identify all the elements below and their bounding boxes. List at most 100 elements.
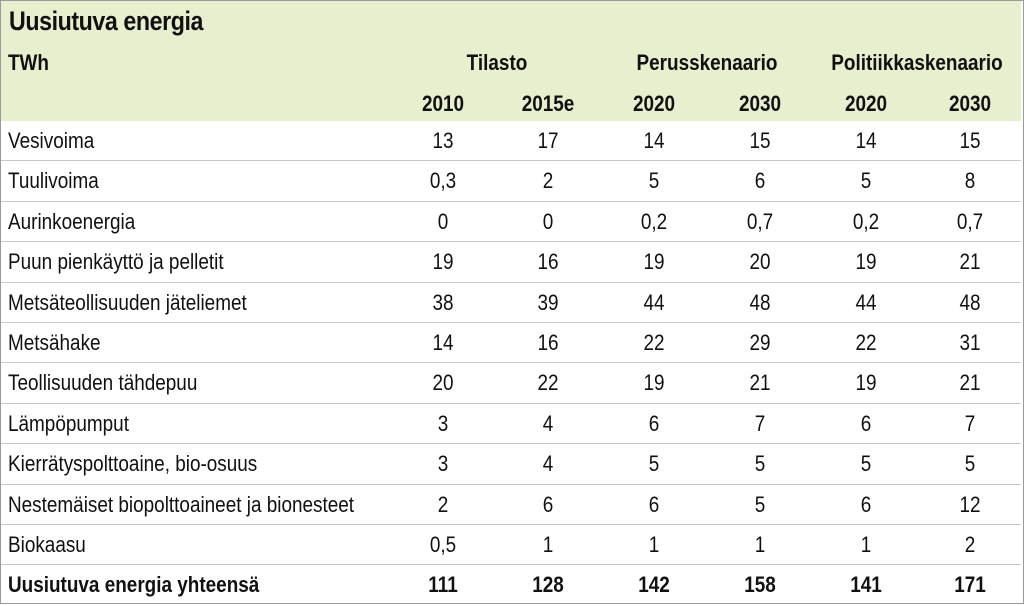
row-label: Biokaasu — [8, 531, 86, 557]
table-cell: 3 — [437, 410, 449, 436]
year-header: 2020 — [632, 91, 676, 116]
row-label: Lämpöpumput — [8, 410, 129, 436]
header-band — [1, 41, 1021, 121]
table-cell: 1 — [754, 531, 766, 557]
table-cell: 1 — [648, 531, 660, 557]
table-cell: 6 — [860, 410, 872, 436]
year-header: 2010 — [421, 91, 465, 116]
row-label: Puun pienkäyttö ja pelletit — [8, 249, 224, 275]
table-cell: 5 — [648, 451, 660, 477]
table-cell: 1 — [860, 531, 872, 557]
table-cell: 6 — [542, 491, 554, 517]
table-cell: 0 — [542, 208, 554, 234]
table-cell: 22 — [537, 370, 559, 396]
table-cell: 22 — [643, 329, 665, 355]
row-label: Aurinkoenergia — [8, 208, 136, 234]
table-cell: 2 — [542, 168, 554, 194]
total-row: Uusiutuva energia yhteensä 111 128 142 158 14… — [1, 565, 1021, 605]
table-cell: 0 — [437, 208, 449, 234]
table-cell: 14 — [855, 128, 877, 153]
row-label: Metsähake — [8, 329, 101, 355]
table-row: Metsäteollisuuden jäteliemet 38 39 44 48 44 48 — [1, 283, 1021, 323]
row-label: Metsäteollisuuden jäteliemet — [8, 289, 247, 315]
table-cell: 13 — [432, 128, 454, 153]
table-cell: 0,3 — [429, 168, 457, 194]
table-cell: 6 — [860, 491, 872, 517]
table-cell: 5 — [754, 491, 766, 517]
table-cell: 19 — [643, 370, 665, 396]
title-bar: Uusiutuva energia — [1, 1, 1021, 41]
table-title: Uusiutuva energia — [9, 6, 203, 36]
table-cell: 0,2 — [640, 208, 668, 234]
total-value: 171 — [954, 572, 986, 598]
table-cell: 31 — [959, 329, 981, 355]
table-cell: 44 — [643, 289, 665, 315]
total-value: 128 — [532, 572, 564, 598]
year-header: 2015e — [521, 91, 575, 116]
table-cell: 16 — [537, 329, 559, 355]
table-cell: 44 — [855, 289, 877, 315]
table-row: Kierrätyspolttoaine, bio-osuus 3 4 5 5 5 5 — [1, 444, 1021, 485]
table-cell: 19 — [643, 249, 665, 275]
table-cell: 21 — [749, 370, 771, 396]
table-row: Biokaasu 0,5 1 1 1 1 2 — [1, 525, 1021, 566]
row-label: Nestemäiset biopolttoaineet ja bionestee… — [8, 491, 355, 517]
year-header: 2030 — [948, 91, 992, 116]
table-cell: 8 — [964, 168, 976, 194]
table-cell: 38 — [432, 289, 454, 315]
table-cell: 12 — [959, 491, 981, 517]
table-cell: 7 — [964, 410, 976, 436]
table-row: Aurinkoenergia 0 0 0,2 0,7 0,2 0,7 — [1, 202, 1021, 243]
table-cell: 15 — [959, 128, 981, 153]
table-cell: 5 — [860, 451, 872, 477]
table-row: Metsähake 14 16 22 29 22 31 — [1, 323, 1021, 364]
year-header: 2030 — [738, 91, 782, 116]
group-header-perusskenaario: Perusskenaario — [636, 50, 778, 75]
table-cell: 5 — [754, 451, 766, 477]
table-cell: 22 — [855, 329, 877, 355]
table-cell: 3 — [437, 451, 449, 477]
table-cell: 20 — [749, 249, 771, 275]
row-label: Kierrätyspolttoaine, bio-osuus — [8, 451, 258, 477]
table-cell: 4 — [542, 410, 554, 436]
year-header: 2020 — [844, 91, 888, 116]
table-cell: 17 — [537, 128, 559, 153]
table-cell: 4 — [542, 451, 554, 477]
table-cell: 6 — [648, 410, 660, 436]
row-label: Vesivoima — [8, 128, 95, 153]
total-label: Uusiutuva energia yhteensä — [8, 572, 260, 598]
table-row: Nestemäiset biopolttoaineet ja bionestee… — [1, 485, 1021, 525]
table-cell: 5 — [860, 168, 872, 194]
total-value: 111 — [428, 572, 458, 598]
table-cell: 29 — [749, 329, 771, 355]
table-row: Vesivoima 13 17 14 15 14 15 — [1, 121, 1021, 162]
table-cell: 1 — [542, 531, 554, 557]
table-cell: 19 — [432, 249, 454, 275]
table-row: Tuulivoima 0,3 2 5 6 5 8 — [1, 161, 1021, 202]
group-header-politiikkaskenaario: Politiikkaskenaario — [831, 50, 1003, 75]
table-cell: 5 — [648, 168, 660, 194]
row-label: Tuulivoima — [8, 168, 99, 194]
table-cell: 19 — [855, 249, 877, 275]
total-value: 141 — [850, 572, 882, 598]
table-row: Puun pienkäyttö ja pelletit 19 16 19 20 19 21 — [1, 242, 1021, 283]
table-cell: 7 — [754, 410, 766, 436]
table-cell: 48 — [749, 289, 771, 315]
total-value: 142 — [638, 572, 670, 598]
group-header-tilasto: Tilasto — [466, 50, 528, 75]
table-cell: 48 — [959, 289, 981, 315]
table-row: Lämpöpumput 3 4 6 7 6 7 — [1, 404, 1021, 445]
table-cell: 0,7 — [746, 208, 774, 234]
table-row: Teollisuuden tähdepuu 20 22 19 21 19 21 — [1, 363, 1021, 404]
table-cell: 0,2 — [852, 208, 880, 234]
table-cell: 0,5 — [429, 531, 457, 557]
table-cell: 2 — [964, 531, 976, 557]
table-cell: 14 — [432, 329, 454, 355]
table-cell: 15 — [749, 128, 771, 153]
table-cell: 21 — [959, 370, 981, 396]
table-cell: 16 — [537, 249, 559, 275]
table-cell: 19 — [855, 370, 877, 396]
table-cell: 20 — [432, 370, 454, 396]
table-body: Vesivoima 13 17 14 15 14 15 Tuulivoima 0,3 2 5 6 5 8 A… — [1, 121, 1021, 606]
table-cell: 39 — [537, 289, 559, 315]
